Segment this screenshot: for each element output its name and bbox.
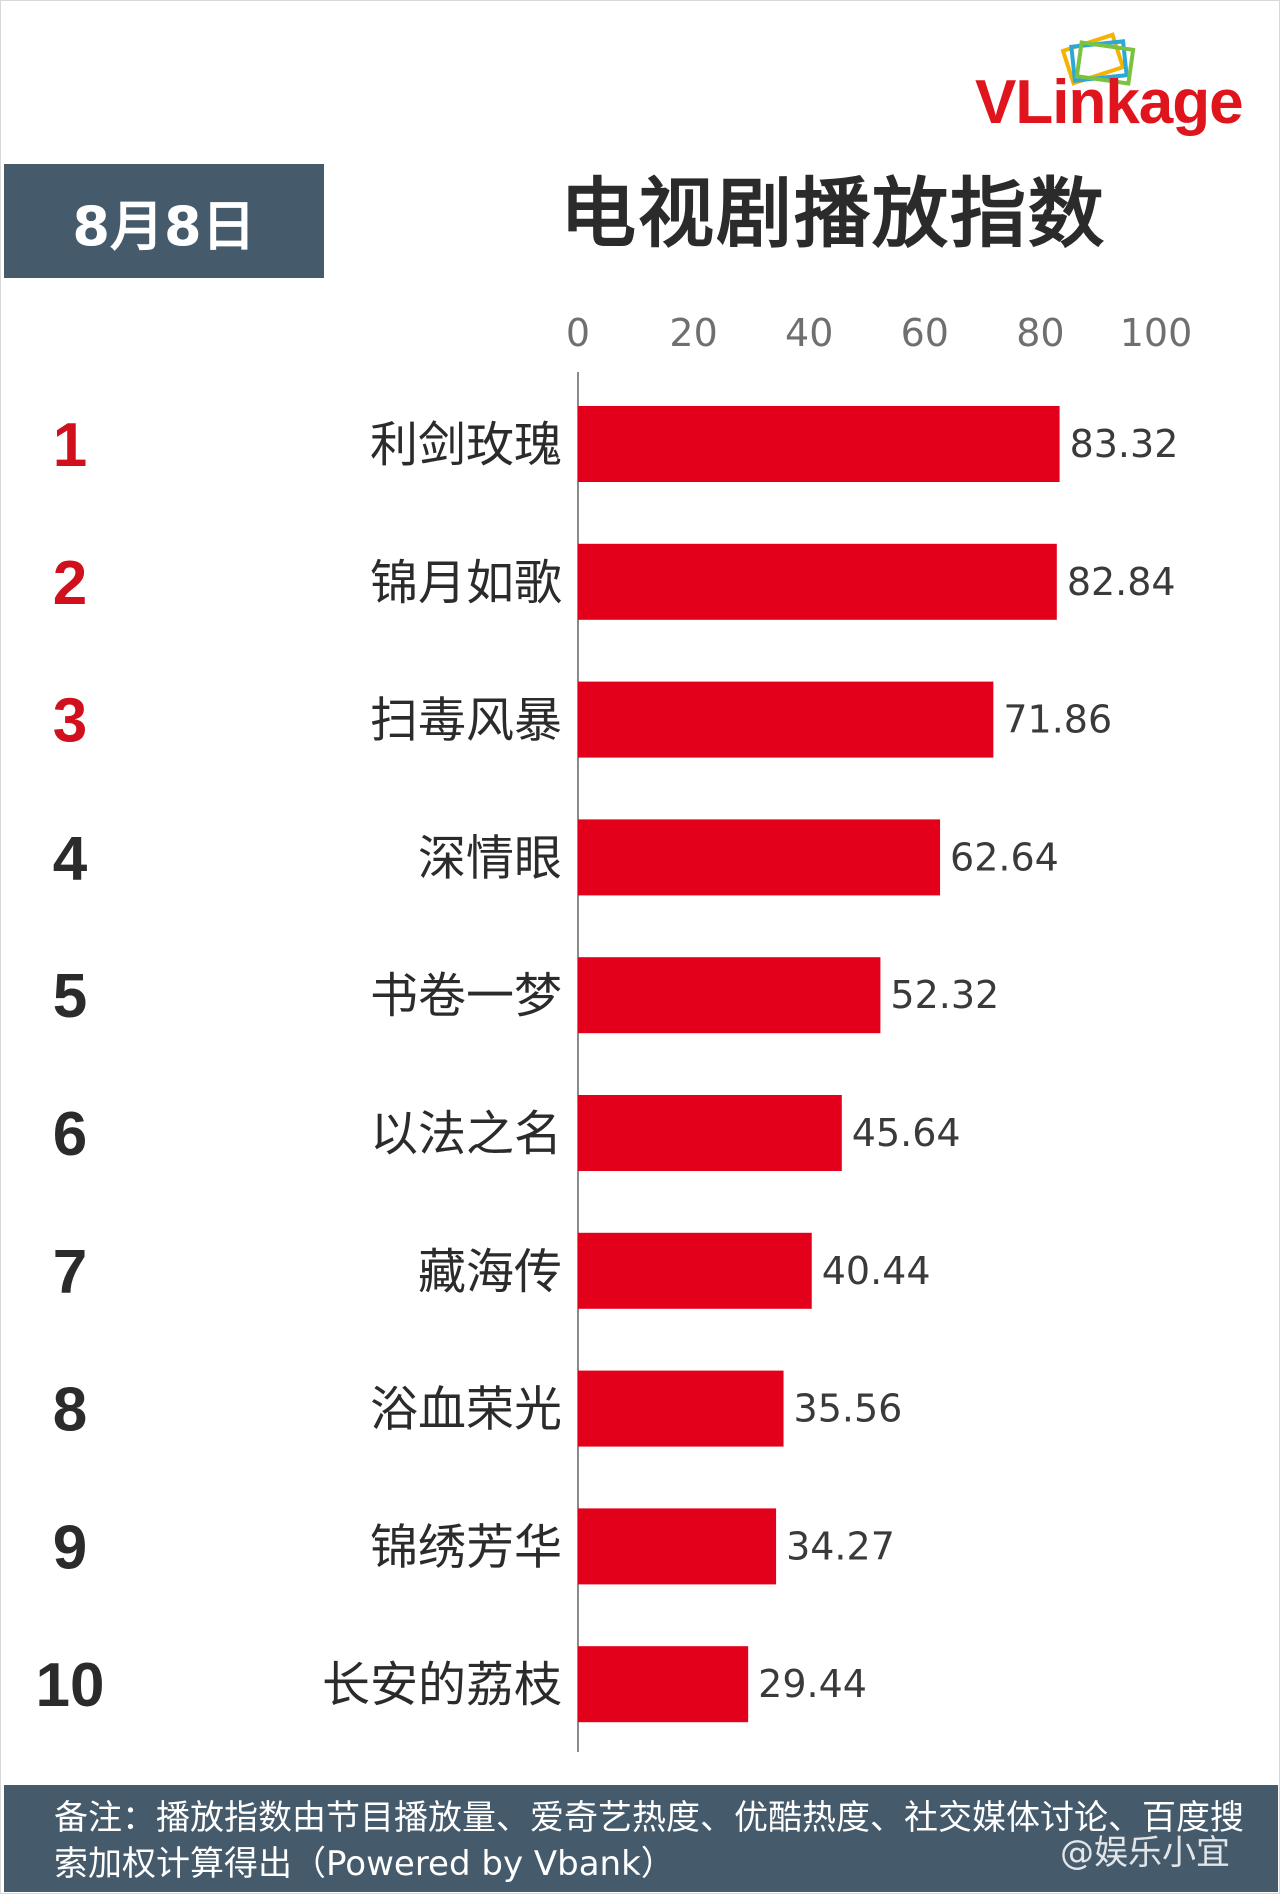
bar xyxy=(578,1095,842,1171)
rank-label: 3 xyxy=(53,687,87,756)
category-label: 扫毒风暴 xyxy=(370,693,562,749)
x-tick-label: 100 xyxy=(1120,311,1193,355)
bar xyxy=(578,1646,749,1723)
value-label: 62.64 xyxy=(950,835,1059,879)
rank-label: 2 xyxy=(53,549,87,618)
logo-text: VLinkage xyxy=(975,68,1244,137)
value-label: 45.64 xyxy=(852,1111,961,1155)
rank-label: 9 xyxy=(53,1513,87,1582)
rank-label: 4 xyxy=(53,824,88,893)
x-tick-label: 20 xyxy=(669,311,717,355)
bar xyxy=(578,1232,812,1309)
bar xyxy=(578,681,994,758)
rank-label: 1 xyxy=(53,411,87,480)
rank-label: 7 xyxy=(53,1238,87,1307)
category-label: 长安的荔枝 xyxy=(322,1657,562,1713)
category-label: 锦月如歌 xyxy=(370,555,562,611)
value-label: 29.44 xyxy=(758,1662,867,1706)
logo-cards-icon xyxy=(1060,32,1136,86)
rank-label: 10 xyxy=(36,1651,105,1720)
bar xyxy=(578,957,881,1034)
footnote: 备注：播放指数由节目播放量、爱奇艺热度、优酷热度、社交媒体讨论、百度搜索加权计算… xyxy=(4,1785,1278,1892)
bar xyxy=(578,543,1057,620)
value-label: 35.56 xyxy=(794,1387,903,1431)
category-label: 深情眼 xyxy=(418,830,562,886)
value-label: 34.27 xyxy=(786,1524,895,1568)
bar xyxy=(578,1508,777,1585)
x-tick-label: 80 xyxy=(1016,311,1064,355)
category-label: 藏海传 xyxy=(418,1244,562,1300)
x-tick-label: 60 xyxy=(901,311,949,355)
rank-label: 6 xyxy=(53,1100,87,1169)
rank-label: 8 xyxy=(53,1376,87,1445)
value-label: 83.32 xyxy=(1070,422,1179,466)
chart-title: 电视剧播放指数 xyxy=(560,169,1106,258)
bar xyxy=(578,406,1060,482)
value-label: 82.84 xyxy=(1067,560,1176,604)
x-tick-label: 0 xyxy=(566,311,590,355)
bar xyxy=(578,1370,784,1447)
category-label: 锦绣芳华 xyxy=(370,1519,562,1575)
watermark: @娱乐小宜 xyxy=(1060,1833,1230,1873)
value-label: 52.32 xyxy=(890,973,999,1017)
category-label: 利剑玫瑰 xyxy=(370,417,562,473)
category-label: 以法之名 xyxy=(370,1106,562,1162)
value-label: 71.86 xyxy=(1003,698,1112,742)
bar-chart: 0 20 40 60 80 100 1 利剑玫瑰 83.32 2 锦月如歌 82.84 3 扫毒风暴 71.… xyxy=(36,311,1193,1752)
vlinkage-logo: VLinkage xyxy=(975,20,1275,140)
date-label: 8月8日 xyxy=(4,164,324,278)
x-tick-label: 40 xyxy=(785,311,833,355)
bar xyxy=(578,819,941,896)
category-label: 浴血荣光 xyxy=(370,1382,562,1438)
rank-label: 5 xyxy=(53,962,87,1031)
category-label: 书卷一梦 xyxy=(370,968,562,1024)
value-label: 40.44 xyxy=(822,1249,931,1293)
